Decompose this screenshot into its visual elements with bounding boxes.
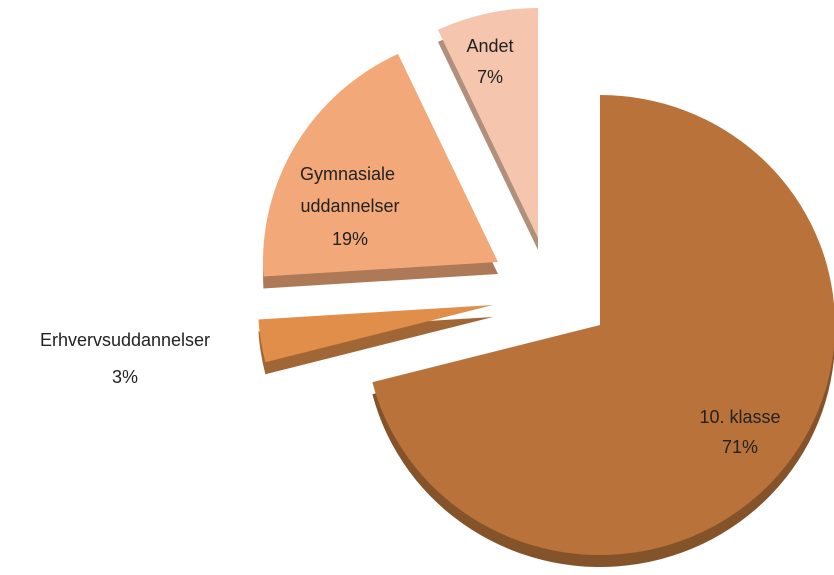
slice-category-label: Erhvervsuddannelser [40,330,210,350]
slice-category-label: 10. klasse [699,407,780,427]
slice [263,53,498,277]
slice-category-label: Andet [466,36,513,56]
slice-value-label: 71% [722,437,758,457]
slice-category-label: Gymnasiale uddannelser [300,164,400,216]
slice-value-label: 19% [332,229,368,249]
slice-value-label: 7% [477,67,503,87]
slice-value-label: 3% [112,367,138,387]
slice [437,8,538,238]
slice [372,95,834,555]
slice [258,305,493,363]
